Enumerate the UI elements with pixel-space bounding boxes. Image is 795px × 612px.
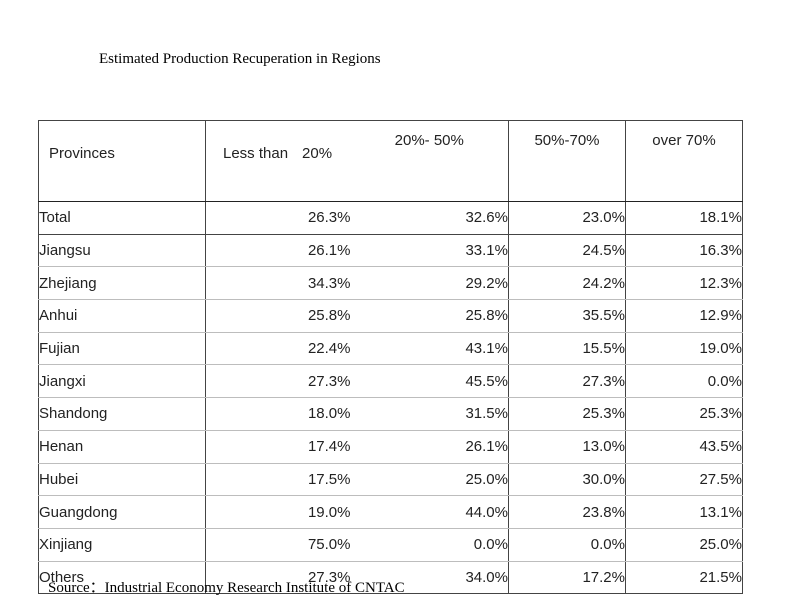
table-row: Anhui 25.8% 25.8% 35.5% 12.9% xyxy=(38,299,743,333)
value-over-70: 43.5% xyxy=(625,430,743,464)
table-body: Total 26.3% 32.6% 23.0% 18.1% Jiangsu 26.1% 33.… xyxy=(38,201,743,595)
province-cell: Shandong xyxy=(38,397,206,431)
header-row: Provinces Less than 20% 20%- 50% 50%-70% … xyxy=(38,120,743,202)
value-50-70: 13.0% xyxy=(508,430,626,464)
value-20-50: 29.2% xyxy=(350,266,509,301)
value-50-70: 0.0% xyxy=(508,528,626,562)
province-cell: Henan xyxy=(38,430,206,464)
value-over-70: 27.5% xyxy=(625,463,743,497)
value-over-70: 12.3% xyxy=(625,266,743,301)
value-over-70: 13.1% xyxy=(625,495,743,529)
value-over-70: 25.3% xyxy=(625,397,743,431)
value-less-than-20: 17.5% xyxy=(205,463,351,497)
value-less-than-20: 34.3% xyxy=(205,266,351,301)
header-50-70: 50%-70% xyxy=(508,120,626,202)
value-50-70: 15.5% xyxy=(508,332,626,366)
value-50-70: 17.2% xyxy=(508,561,626,595)
province-cell: Guangdong xyxy=(38,495,206,529)
header-provinces: Provinces xyxy=(38,120,206,202)
province-cell: Jiangxi xyxy=(38,364,206,399)
value-less-than-20: 26.3% xyxy=(205,201,351,235)
table-row: Total 26.3% 32.6% 23.0% 18.1% xyxy=(38,201,743,235)
value-less-than-20: 17.4% xyxy=(205,430,351,464)
table-row: Jiangxi 27.3% 45.5% 27.3% 0.0% xyxy=(38,364,743,399)
header-less-than-num: 20% xyxy=(302,145,333,162)
value-less-than-20: 18.0% xyxy=(205,397,351,431)
province-cell: Others xyxy=(38,561,206,595)
header-over-num: 70% xyxy=(685,132,716,149)
value-50-70: 24.2% xyxy=(508,266,626,301)
table-row: Xinjiang 75.0% 0.0% 0.0% 25.0% xyxy=(38,528,743,562)
value-over-70: 21.5% xyxy=(625,561,743,595)
value-50-70: 24.5% xyxy=(508,234,626,268)
value-over-70: 19.0% xyxy=(625,332,743,366)
value-20-50: 45.5% xyxy=(350,364,509,399)
header-less-than-20: Less than 20% xyxy=(205,120,351,202)
value-20-50: 34.0% xyxy=(350,561,509,595)
recuperation-table: Provinces Less than 20% 20%- 50% 50%-70% … xyxy=(38,120,743,595)
value-over-70: 0.0% xyxy=(625,364,743,399)
table-row: Jiangsu 26.1% 33.1% 24.5% 16.3% xyxy=(38,234,743,268)
province-cell: Zhejiang xyxy=(38,266,206,301)
value-50-70: 35.5% xyxy=(508,299,626,333)
table-row: Others 27.3% 34.0% 17.2% 21.5% xyxy=(38,561,743,595)
value-less-than-20: 27.3% xyxy=(205,364,351,399)
value-over-70: 25.0% xyxy=(625,528,743,562)
value-50-70: 30.0% xyxy=(508,463,626,497)
header-less-than-text: Less than xyxy=(223,145,289,162)
value-50-70: 23.8% xyxy=(508,495,626,529)
value-over-70: 18.1% xyxy=(625,201,743,235)
header-over-70: over 70% xyxy=(625,120,743,202)
value-20-50: 26.1% xyxy=(350,430,509,464)
value-20-50: 25.0% xyxy=(350,463,509,497)
table-title: Estimated Production Recuperation in Reg… xyxy=(99,51,381,67)
source-note: Source：Industrial Economy Research Insti… xyxy=(48,580,405,596)
header-20-50: 20%- 50% xyxy=(350,120,509,202)
value-20-50: 33.1% xyxy=(350,234,509,268)
value-less-than-20: 27.3% xyxy=(205,561,351,595)
value-50-70: 23.0% xyxy=(508,201,626,235)
table-row: Shandong 18.0% 31.5% 25.3% 25.3% xyxy=(38,397,743,431)
value-20-50: 25.8% xyxy=(350,299,509,333)
value-less-than-20: 19.0% xyxy=(205,495,351,529)
value-20-50: 44.0% xyxy=(350,495,509,529)
value-20-50: 43.1% xyxy=(350,332,509,366)
value-20-50: 31.5% xyxy=(350,397,509,431)
table-row: Guangdong 19.0% 44.0% 23.8% 13.1% xyxy=(38,495,743,529)
province-cell: Total xyxy=(38,201,206,235)
province-cell: Anhui xyxy=(38,299,206,333)
province-cell: Xinjiang xyxy=(38,528,206,562)
province-cell: Fujian xyxy=(38,332,206,366)
table-row: Hubei 17.5% 25.0% 30.0% 27.5% xyxy=(38,463,743,497)
province-cell: Jiangsu xyxy=(38,234,206,268)
value-50-70: 27.3% xyxy=(508,364,626,399)
value-20-50: 0.0% xyxy=(350,528,509,562)
province-cell: Hubei xyxy=(38,463,206,497)
value-50-70: 25.3% xyxy=(508,397,626,431)
value-less-than-20: 22.4% xyxy=(205,332,351,366)
table-row: Henan 17.4% 26.1% 13.0% 43.5% xyxy=(38,430,743,464)
table-row: Fujian 22.4% 43.1% 15.5% 19.0% xyxy=(38,332,743,366)
value-less-than-20: 25.8% xyxy=(205,299,351,333)
value-over-70: 16.3% xyxy=(625,234,743,268)
value-less-than-20: 75.0% xyxy=(205,528,351,562)
value-over-70: 12.9% xyxy=(625,299,743,333)
header-over-text: over xyxy=(652,132,682,149)
value-less-than-20: 26.1% xyxy=(205,234,351,268)
value-20-50: 32.6% xyxy=(350,201,509,235)
table-row: Zhejiang 34.3% 29.2% 24.2% 12.3% xyxy=(38,266,743,301)
